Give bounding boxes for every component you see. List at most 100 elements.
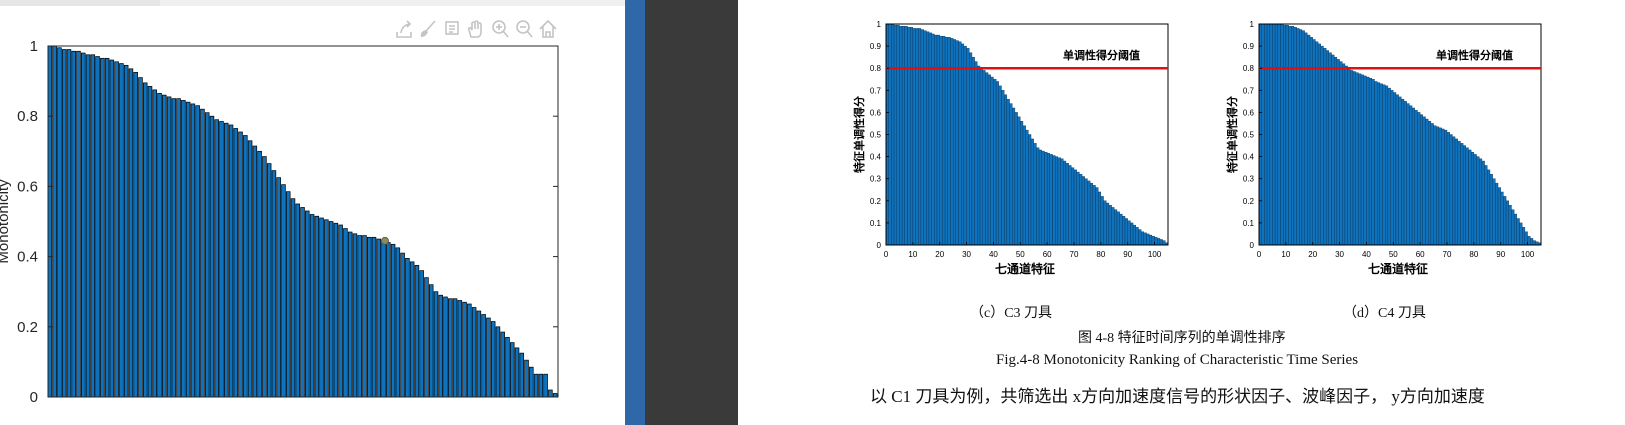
y-tick-label: 0 (1250, 241, 1255, 250)
bar-16 (119, 63, 124, 398)
bar-90 (471, 307, 477, 398)
bar-49 (1387, 87, 1391, 246)
bar-80 (1097, 191, 1102, 246)
document-page: 单调性得分阈值 0 0.1 0.2 0.3 0.4 0.5 0.6 0.7 0.8 0.9 1 0 1… (738, 0, 1625, 425)
x-tick-label: 80 (1469, 250, 1478, 259)
bar-15 (114, 61, 119, 398)
bar-53 (295, 203, 301, 398)
bar-103 (1532, 240, 1536, 246)
bar-95 (495, 326, 501, 398)
bar-50 (1390, 90, 1394, 246)
bar-65 (352, 233, 358, 398)
bar-104 (1162, 240, 1166, 246)
bar-92 (481, 314, 486, 398)
bar-67 (362, 235, 367, 398)
bar-82 (433, 291, 439, 398)
bar-85 (1484, 165, 1488, 246)
bar-42 (995, 81, 999, 246)
bar-58 (319, 217, 324, 398)
axes-toolbar[interactable] (396, 19, 557, 38)
y-tick-label: 0.5 (1243, 131, 1255, 140)
bar-42 (1368, 77, 1372, 246)
bar-series (885, 23, 1169, 246)
bar-36 (214, 119, 219, 398)
bar-93 (1132, 224, 1136, 246)
datatip-marker[interactable] (381, 236, 389, 245)
bar-30 (1336, 59, 1340, 246)
bar-32 (969, 52, 973, 246)
bar-10 (1282, 24, 1287, 246)
bar-79 (1095, 187, 1099, 246)
bar-19 (1307, 34, 1311, 246)
bar-59 (1041, 150, 1045, 246)
window-border-strip (625, 0, 645, 425)
bar-43 (247, 140, 253, 398)
bar-101 (1154, 237, 1158, 246)
bar-10 (90, 54, 96, 398)
bar-44 (1001, 90, 1005, 246)
bar-62 (338, 224, 343, 398)
bar-53 (1025, 129, 1029, 246)
bar-68 (367, 236, 372, 398)
bar-27 (955, 40, 959, 246)
bar-19 (934, 34, 938, 246)
bar-34 (974, 61, 978, 246)
bar-94 (1508, 205, 1512, 246)
bar-60 (1044, 152, 1048, 246)
bar-102 (1530, 238, 1534, 246)
bar-93 (486, 317, 491, 398)
bar-24 (1320, 45, 1324, 246)
bar-35 (977, 65, 981, 246)
bar-39 (228, 124, 234, 398)
figure-caption-english: Fig.4-8 Monotonicity Ranking of Characte… (996, 352, 1359, 368)
bar-60 (328, 221, 334, 398)
bar-series (47, 45, 558, 398)
bar-60 (1417, 112, 1421, 246)
datatip-icon[interactable] (445, 21, 459, 35)
bar-81 (428, 284, 434, 398)
bar-29 (181, 100, 186, 398)
bar-62 (1422, 116, 1426, 246)
zoom-out-icon[interactable] (516, 20, 533, 38)
bar-70 (1444, 129, 1448, 246)
bar-40 (233, 128, 239, 398)
bar-69 (371, 236, 377, 398)
brush-icon[interactable] (420, 20, 436, 37)
bar-64 (1055, 156, 1059, 246)
bar-7 (901, 26, 905, 246)
y-tick-label: 0.6 (870, 108, 882, 117)
export-icon[interactable] (396, 20, 412, 38)
subfigure-caption-d: （d）C4 刀具 (1343, 306, 1426, 321)
zoom-in-icon[interactable] (492, 20, 509, 38)
bar-51 (1020, 121, 1024, 246)
bar-5 (1269, 23, 1273, 246)
x-tick-label: 10 (908, 250, 917, 259)
bar-23 (152, 89, 158, 398)
y-tick-label: 1 (877, 20, 882, 29)
bar-15 (923, 30, 927, 246)
bar-73 (1079, 174, 1083, 246)
bar-97 (505, 336, 510, 398)
bar-13 (918, 28, 922, 246)
x-tick-label: 70 (1443, 250, 1452, 259)
axes-frame (47, 45, 559, 398)
bar-58 (1038, 149, 1042, 246)
bar-28 (176, 98, 181, 398)
pan-icon[interactable] (467, 20, 482, 38)
bar-75 (1457, 140, 1461, 246)
bar-107 (552, 393, 558, 398)
home-icon[interactable] (539, 19, 557, 38)
y-tick-label: 0.9 (870, 42, 882, 51)
bar-28 (958, 41, 962, 246)
y-tick-label: 0.5 (870, 131, 882, 140)
bar-56 (309, 214, 315, 398)
bar-2 (1261, 23, 1265, 246)
monotonicity-bar-chart[interactable]: 0 0.2 0.4 0.6 0.8 1 Monotonicity (0, 6, 625, 425)
bar-32 (1342, 63, 1346, 246)
bar-88 (462, 301, 467, 398)
bar-37 (982, 70, 986, 246)
bar-13 (1291, 26, 1295, 246)
y-axis-label: 特征单调性得分 (852, 96, 866, 173)
bar-98 (1519, 222, 1523, 246)
y-tick-label: 0.6 (1243, 108, 1255, 117)
